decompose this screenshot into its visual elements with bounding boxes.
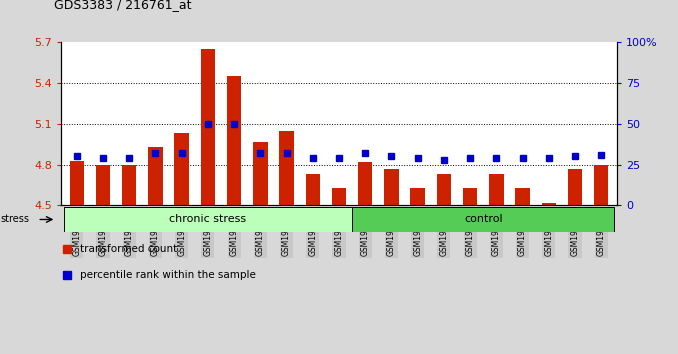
Bar [64,207,352,232]
Bar [148,147,163,205]
Bar [227,76,241,205]
Bar [567,169,582,205]
Bar [306,174,320,205]
Bar [515,188,530,205]
Bar [358,162,372,205]
Text: transformed count: transformed count [81,244,178,254]
Bar [332,188,346,205]
Bar [70,161,84,205]
Bar [201,49,215,205]
Text: GDS3383 / 216761_at: GDS3383 / 216761_at [54,0,192,11]
Bar [594,165,608,205]
Bar [437,174,451,205]
Text: control: control [464,215,502,224]
Bar [410,188,425,205]
Bar [489,174,504,205]
Bar [253,142,268,205]
Text: stress: stress [1,215,30,224]
Bar [96,165,111,205]
Bar [542,202,556,205]
Bar [122,165,136,205]
Bar [279,131,294,205]
Bar [174,133,189,205]
Bar [384,169,399,205]
Text: percentile rank within the sample: percentile rank within the sample [81,270,256,280]
Text: chronic stress: chronic stress [170,215,246,224]
Bar [463,188,477,205]
Bar [352,207,614,232]
